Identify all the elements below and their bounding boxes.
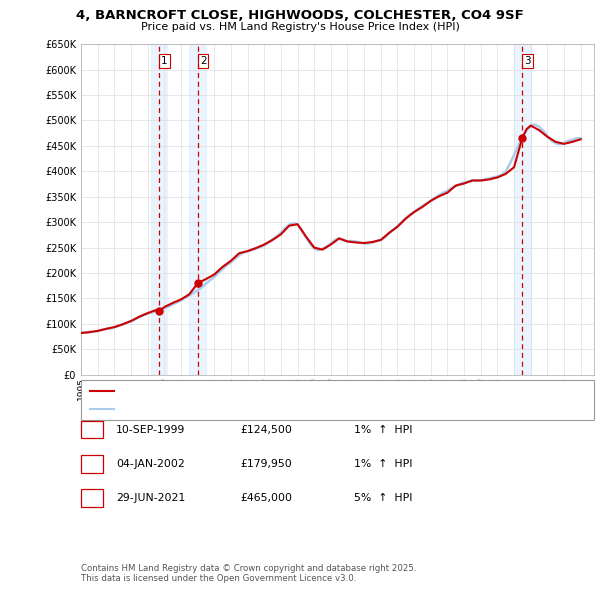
Text: 1: 1 [88, 425, 95, 434]
Text: 4, BARNCROFT CLOSE, HIGHWOODS, COLCHESTER, CO4 9SF (detached house): 4, BARNCROFT CLOSE, HIGHWOODS, COLCHESTE… [118, 386, 511, 396]
Text: £465,000: £465,000 [240, 493, 292, 503]
Text: 3: 3 [524, 56, 531, 66]
Bar [514, 44, 530, 375]
Text: 3: 3 [88, 493, 95, 503]
Text: £124,500: £124,500 [240, 425, 292, 434]
Text: 4, BARNCROFT CLOSE, HIGHWOODS, COLCHESTER, CO4 9SF: 4, BARNCROFT CLOSE, HIGHWOODS, COLCHESTE… [76, 9, 524, 22]
Text: Price paid vs. HM Land Registry's House Price Index (HPI): Price paid vs. HM Land Registry's House … [140, 22, 460, 32]
Text: £179,950: £179,950 [240, 459, 292, 468]
Text: Contains HM Land Registry data © Crown copyright and database right 2025.
This d: Contains HM Land Registry data © Crown c… [81, 563, 416, 583]
Text: 04-JAN-2002: 04-JAN-2002 [116, 459, 185, 468]
Bar [190, 44, 206, 375]
Bar [151, 44, 167, 375]
Text: HPI: Average price, detached house, Colchester: HPI: Average price, detached house, Colc… [118, 404, 356, 414]
Text: 29-JUN-2021: 29-JUN-2021 [116, 493, 185, 503]
Text: 10-SEP-1999: 10-SEP-1999 [116, 425, 185, 434]
Text: 1: 1 [161, 56, 168, 66]
Text: 1%  ↑  HPI: 1% ↑ HPI [354, 425, 413, 434]
Text: 2: 2 [88, 459, 95, 468]
Text: 5%  ↑  HPI: 5% ↑ HPI [354, 493, 413, 503]
Text: 1%  ↑  HPI: 1% ↑ HPI [354, 459, 413, 468]
Text: 2: 2 [200, 56, 206, 66]
